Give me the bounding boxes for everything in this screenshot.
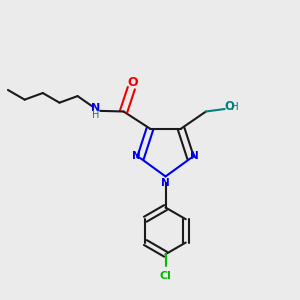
Text: O: O [224, 100, 234, 113]
Text: N: N [190, 151, 199, 161]
Text: N: N [161, 178, 170, 188]
Text: N: N [132, 151, 141, 161]
Text: N: N [91, 103, 100, 113]
Text: H: H [92, 110, 99, 120]
Text: O: O [127, 76, 138, 89]
Text: H: H [231, 101, 239, 112]
Text: Cl: Cl [160, 271, 172, 281]
